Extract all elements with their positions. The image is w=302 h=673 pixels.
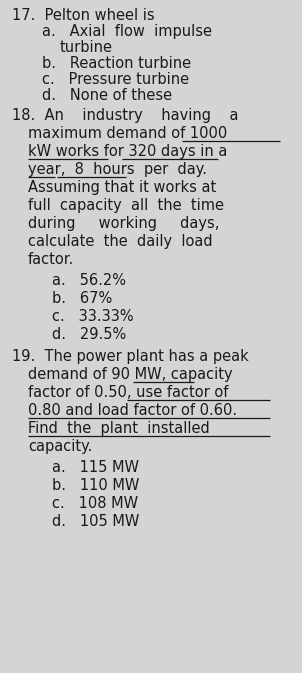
Text: factor.: factor. xyxy=(28,252,74,267)
Text: b.   67%: b. 67% xyxy=(52,291,112,306)
Text: b.   110 MW: b. 110 MW xyxy=(52,478,140,493)
Text: during     working     days,: during working days, xyxy=(28,216,219,231)
Text: Assuming that it works at: Assuming that it works at xyxy=(28,180,216,195)
Text: factor of 0.50, use factor of: factor of 0.50, use factor of xyxy=(28,385,228,400)
Text: c.   Pressure turbine: c. Pressure turbine xyxy=(42,72,189,87)
Text: calculate  the  daily  load: calculate the daily load xyxy=(28,234,213,249)
Text: 18.  An    industry    having    a: 18. An industry having a xyxy=(12,108,239,123)
Text: kW works for 320 days in a: kW works for 320 days in a xyxy=(28,144,227,159)
Text: d.   None of these: d. None of these xyxy=(42,88,172,103)
Text: 0.80 and load factor of 0.60.: 0.80 and load factor of 0.60. xyxy=(28,403,237,418)
Text: a.   115 MW: a. 115 MW xyxy=(52,460,139,475)
Text: b.   Reaction turbine: b. Reaction turbine xyxy=(42,56,191,71)
Text: demand of 90 MW, capacity: demand of 90 MW, capacity xyxy=(28,367,233,382)
Text: 19.  The power plant has a peak: 19. The power plant has a peak xyxy=(12,349,249,364)
Text: d.   29.5%: d. 29.5% xyxy=(52,327,126,342)
Text: a.   Axial  flow  impulse: a. Axial flow impulse xyxy=(42,24,212,39)
Text: capacity.: capacity. xyxy=(28,439,92,454)
Text: full  capacity  all  the  time: full capacity all the time xyxy=(28,198,224,213)
Text: c.   33.33%: c. 33.33% xyxy=(52,309,133,324)
Text: a.   56.2%: a. 56.2% xyxy=(52,273,126,288)
Text: Find  the  plant  installed: Find the plant installed xyxy=(28,421,210,436)
Text: year,  8  hours  per  day.: year, 8 hours per day. xyxy=(28,162,207,177)
Text: maximum demand of 1000: maximum demand of 1000 xyxy=(28,126,227,141)
Text: c.   108 MW: c. 108 MW xyxy=(52,496,138,511)
Text: d.   105 MW: d. 105 MW xyxy=(52,514,140,529)
Text: 17.  Pelton wheel is: 17. Pelton wheel is xyxy=(12,8,155,23)
Text: turbine: turbine xyxy=(60,40,113,55)
